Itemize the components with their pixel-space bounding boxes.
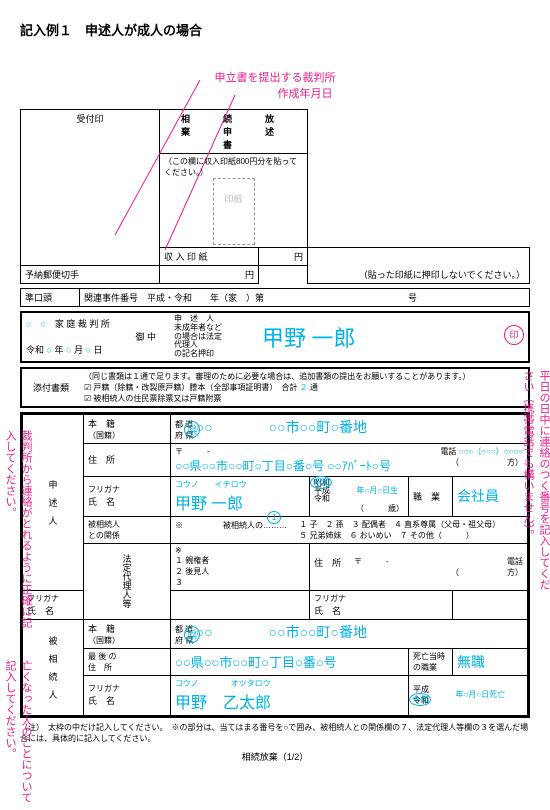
attach-item2: 被相続人の住民票除票又は戸籍附票 [93, 394, 221, 403]
lr-name2-label: 氏 名 [314, 604, 448, 617]
d-furigana-value: コウノ オツタロウ [175, 678, 404, 689]
d-lastaddr-value: ○○県○○市○○町○丁目○番○号 [175, 655, 337, 670]
stamp-warning: （貼った印紙に押印しないでください。） [308, 248, 530, 284]
birth-date: 年○月○日生 [356, 486, 398, 495]
furigana-value: コウノ イチロウ [175, 479, 305, 490]
attach-count: ２ [300, 383, 308, 392]
occ-value: 会社員 [453, 476, 528, 516]
petitioner-sign-label: 申 述 人 未成年者など の場合は法定 代理人 の記名押印 [170, 313, 258, 361]
d-deathocc-value: 無職 [453, 648, 528, 675]
receipt-stamp-cell: 受付印 [21, 110, 160, 266]
d-death-date: 年○月○日死亡 [455, 691, 505, 700]
occ-label: 職 業 [409, 476, 453, 516]
lr-name-label: 氏 名 [27, 604, 79, 617]
zip: 〒 - [175, 446, 210, 457]
m-circle: ○ [66, 345, 71, 355]
honseki-label: 本 籍 [88, 417, 166, 430]
stamp-box: 印紙 [213, 178, 255, 245]
name-label: 氏 名 [88, 495, 166, 508]
case-number: 関連事件番号 平成・令和 年（家 ）第 号 [80, 289, 530, 307]
seal-icon: 印 [504, 325, 524, 345]
attach-item1: 戸籍（除籍・改製原戸籍）謄本（全部事項証明書） 合計 [93, 383, 297, 392]
d-honseki-label: 本 籍 [88, 622, 166, 635]
d-honseki-value: ○○ ○○市○○町○番地 [196, 626, 367, 641]
petitioner-name: 甲野 一郎 [262, 326, 356, 351]
attach-label: 添付書類 [22, 369, 80, 406]
annotation-left2: 亡くなった人のことについて記入してください。 [2, 660, 34, 810]
court-label: 家 庭 裁 判 所 [55, 319, 110, 329]
reiwa: 令和 [26, 345, 44, 355]
lr-furigana2-label: フリガナ [314, 593, 448, 604]
tel-value: ○○○（○○○）○○○○ [459, 447, 523, 456]
hokatsu: （ 方） [451, 457, 523, 474]
y-circle: ○ [47, 345, 52, 355]
d-name-label: 氏 名 [88, 694, 166, 707]
case-number-table: 準口頭 関連事件番号 平成・令和 年（家 ）第 号 [20, 288, 530, 307]
jusho-label: 住 所 [84, 443, 171, 476]
legalrep-side: 法定代理人等 [84, 543, 171, 619]
page-indicator: 相続放棄（1/2） [20, 750, 530, 763]
tel-label: 電話 [440, 447, 456, 456]
yen-2: 円 [160, 266, 259, 284]
d-deathocc-label: 死亡当時 の職業 [409, 648, 453, 675]
court-circle: ○ ○ [26, 319, 46, 329]
lr-furigana-label: フリガナ [27, 593, 79, 604]
name-value: 甲野 一郎 [175, 490, 305, 514]
kokuseki-label: （国籍） [88, 430, 166, 441]
annotation-date: 作成年月日 [80, 85, 530, 101]
year-lbl: 年 [54, 345, 63, 355]
receipt-title-table: 受付印 相 続 放 棄 申 述 書 （この欄に収入印紙800円分を貼ってください… [20, 109, 530, 284]
stamp-note: （この欄に収入印紙800円分を貼ってください。） [164, 156, 303, 178]
d-lastaddr-label: 最 後 の 住 所 [84, 648, 171, 675]
lr-hokatsu: （ 方） [354, 567, 523, 578]
age: （ 歳） [314, 503, 404, 514]
attach-item1b: 通 [310, 383, 318, 392]
postage-label: 予納郵便切手 [21, 266, 160, 284]
day-lbl: 日 [93, 345, 102, 355]
lr-zip: 〒 - [354, 556, 389, 567]
jusho-value: ○○県○○市○○町○丁目○番○号 ○○ｱﾊﾟｰﾄ○号 [175, 457, 391, 474]
d-kokuseki-label: （国籍） [88, 635, 166, 646]
annotation-right1: 平日の日中に連絡のつく番号を記入してください（携帯電話でも構いません）。 [520, 370, 550, 590]
d-furigana-label: フリガナ [88, 683, 166, 694]
attach-note: （同じ書類は１通で足ります。審理のために必要な場合は、追加書類の提出をお願いする… [84, 371, 524, 382]
furigana-label: フリガナ [88, 484, 166, 495]
form-title: 相 続 放 棄 申 述 書 [160, 110, 308, 154]
lr-jusho-label: 住 所 [314, 556, 354, 578]
oral-label: 準口頭 [21, 289, 80, 307]
relation-label: 被相続人 との関係 [84, 516, 171, 543]
yen-1: 円 [259, 248, 308, 266]
revenue-stamp-label: 収 入 印 紙 [160, 248, 259, 266]
relation-options: １ 子 ２ 孫 ３ 配偶者 ４ 直系尊属（父母・祖父母） ５ 兄弟姉妹 ６ おい… [299, 519, 500, 541]
onchu: 御 中 [26, 330, 166, 343]
page-header: 記入例１ 申述人が成人の場合 [20, 20, 530, 39]
annotation-court: 申立書を提出する裁判所 [20, 69, 530, 85]
legalrep-type: ※ １ 親権者 ２ 後見人 ３ [171, 543, 310, 590]
honseki-value: ○○ ○○市○○町○番地 [196, 421, 367, 436]
d-circle: ○ [86, 345, 91, 355]
d-era-circle: 令和 [409, 693, 431, 706]
footer-note: （注） 太枠の中だけ記入してください。 ※の部分は、当てはまる番号を○で囲み、被… [20, 722, 530, 744]
month-lbl: 月 [74, 345, 83, 355]
d-name-value: 甲野 乙太郎 [175, 689, 404, 713]
annotation-left1: 裁判所から連絡がとれるように正確に記入してください。 [2, 430, 34, 630]
